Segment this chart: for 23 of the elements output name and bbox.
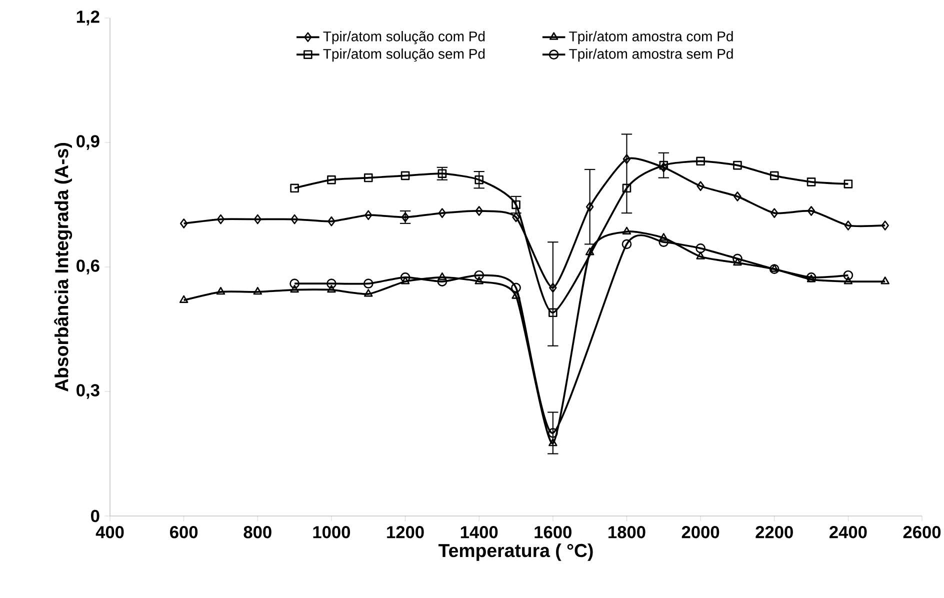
x-tick-label: 1800 — [608, 526, 646, 538]
legend-label: Tpir/atom solução com Pd — [323, 31, 485, 44]
x-tick-label: 1400 — [460, 526, 498, 538]
x-tick-label: 400 — [96, 526, 124, 538]
legend-label: Tpir/atom amostra com Pd — [569, 31, 733, 44]
x-tick-label: 2400 — [830, 526, 867, 538]
y-tick-label: 0 — [91, 510, 100, 522]
x-axis-title: Temperatura ( °C) — [438, 543, 593, 561]
legend-label: Tpir/atom solução sem Pd — [323, 48, 485, 62]
y-tick-label: 0,6 — [76, 260, 100, 274]
x-tick-label: 2200 — [756, 526, 793, 538]
y-axis-title: Absorbância Integrada (A-s) — [54, 142, 72, 392]
legend-label: Tpir/atom amostra sem Pd — [569, 48, 733, 62]
x-tick-label: 2000 — [682, 526, 720, 538]
x-tick-label: 2600 — [903, 526, 941, 538]
y-tick-label: 1,2 — [76, 10, 100, 26]
x-tick-label: 1600 — [534, 526, 572, 538]
y-tick-label: 0,9 — [76, 135, 100, 150]
x-tick-label: 800 — [244, 526, 272, 538]
x-tick-label: 600 — [170, 526, 198, 538]
y-tick-label: 0,3 — [76, 384, 100, 399]
x-tick-label: 1200 — [387, 526, 424, 538]
x-tick-label: 1000 — [313, 526, 350, 538]
